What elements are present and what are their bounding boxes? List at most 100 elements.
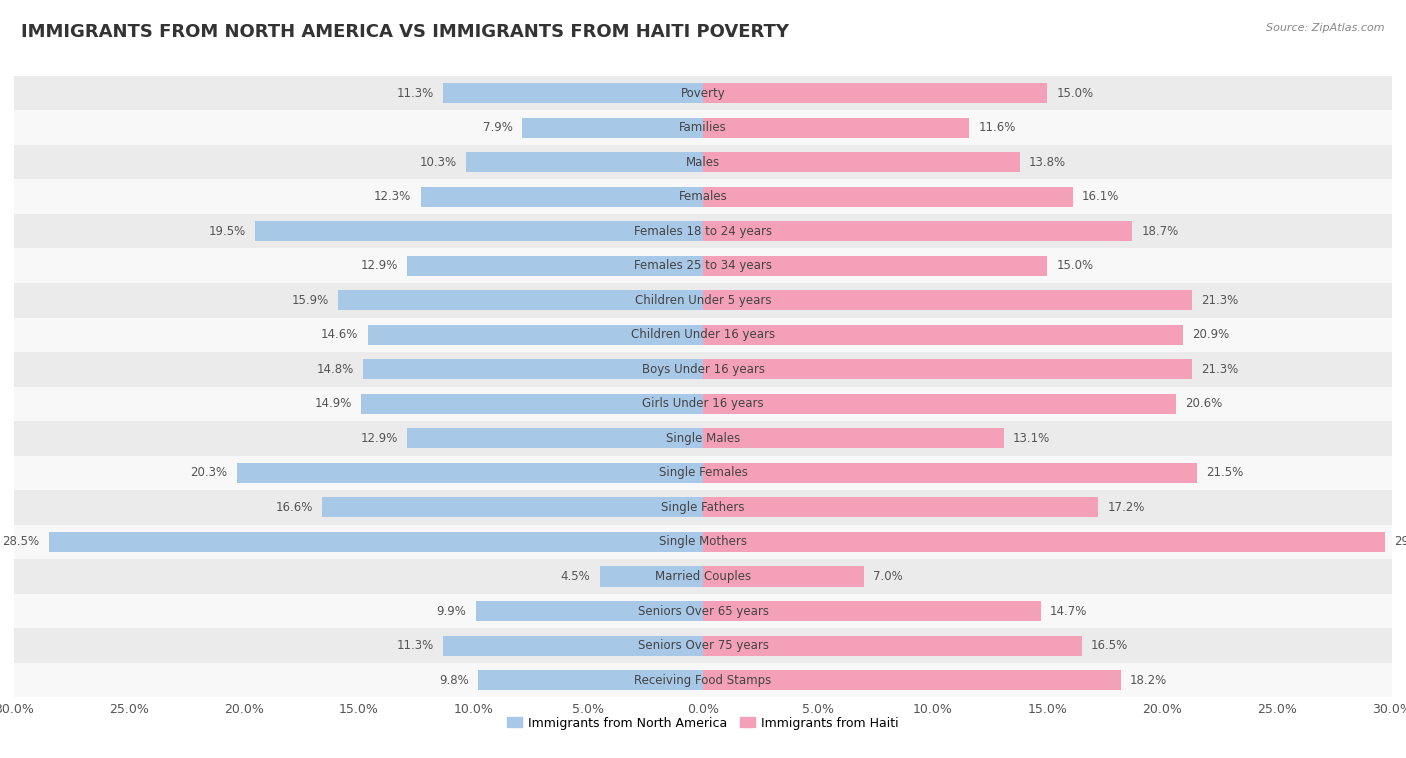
Text: Males: Males xyxy=(686,155,720,168)
Text: Seniors Over 65 years: Seniors Over 65 years xyxy=(637,605,769,618)
Text: 14.8%: 14.8% xyxy=(316,363,354,376)
Bar xyxy=(478,670,703,690)
Text: 18.7%: 18.7% xyxy=(1142,224,1178,238)
Bar xyxy=(14,180,1392,214)
Bar xyxy=(703,186,1073,207)
Bar xyxy=(467,152,703,172)
Bar xyxy=(703,152,1019,172)
Text: 11.3%: 11.3% xyxy=(396,86,434,99)
Text: Source: ZipAtlas.com: Source: ZipAtlas.com xyxy=(1267,23,1385,33)
Bar xyxy=(14,145,1392,180)
Text: Single Mothers: Single Mothers xyxy=(659,535,747,549)
Bar xyxy=(703,83,1047,103)
Text: 9.9%: 9.9% xyxy=(437,605,467,618)
Text: 13.8%: 13.8% xyxy=(1029,155,1066,168)
Text: 9.8%: 9.8% xyxy=(439,674,468,687)
Legend: Immigrants from North America, Immigrants from Haiti: Immigrants from North America, Immigrant… xyxy=(502,712,904,735)
Bar xyxy=(14,559,1392,594)
Text: 21.3%: 21.3% xyxy=(1201,363,1239,376)
Bar xyxy=(14,594,1392,628)
Text: 17.2%: 17.2% xyxy=(1107,501,1144,514)
Bar xyxy=(703,394,1175,414)
Bar xyxy=(703,324,1182,345)
Text: Poverty: Poverty xyxy=(681,86,725,99)
Text: 19.5%: 19.5% xyxy=(208,224,246,238)
Bar xyxy=(703,601,1040,621)
Text: Receiving Food Stamps: Receiving Food Stamps xyxy=(634,674,772,687)
Bar xyxy=(14,387,1392,421)
Bar xyxy=(14,628,1392,662)
Text: Females 25 to 34 years: Females 25 to 34 years xyxy=(634,259,772,272)
Text: 16.6%: 16.6% xyxy=(276,501,312,514)
Bar xyxy=(703,359,1192,379)
Text: 13.1%: 13.1% xyxy=(1012,432,1050,445)
Text: Females: Females xyxy=(679,190,727,203)
Bar xyxy=(322,497,703,518)
Bar xyxy=(406,428,703,449)
Text: 20.6%: 20.6% xyxy=(1185,397,1222,410)
Text: 11.6%: 11.6% xyxy=(979,121,1017,134)
Text: 15.9%: 15.9% xyxy=(291,294,329,307)
Bar xyxy=(14,283,1392,318)
Text: 12.9%: 12.9% xyxy=(360,259,398,272)
Bar xyxy=(406,255,703,276)
Bar xyxy=(14,525,1392,559)
Text: 7.0%: 7.0% xyxy=(873,570,903,583)
Bar xyxy=(703,255,1047,276)
Text: Girls Under 16 years: Girls Under 16 years xyxy=(643,397,763,410)
Text: IMMIGRANTS FROM NORTH AMERICA VS IMMIGRANTS FROM HAITI POVERTY: IMMIGRANTS FROM NORTH AMERICA VS IMMIGRA… xyxy=(21,23,789,41)
Bar xyxy=(703,290,1192,310)
Bar xyxy=(14,249,1392,283)
Bar xyxy=(703,463,1197,483)
Text: 14.9%: 14.9% xyxy=(315,397,352,410)
Text: 20.3%: 20.3% xyxy=(190,466,228,479)
Text: Married Couples: Married Couples xyxy=(655,570,751,583)
Bar xyxy=(703,566,863,587)
Bar xyxy=(14,76,1392,111)
Text: Seniors Over 75 years: Seniors Over 75 years xyxy=(637,639,769,652)
Bar xyxy=(703,221,1132,241)
Text: 15.0%: 15.0% xyxy=(1057,86,1094,99)
Bar xyxy=(443,635,703,656)
Text: 21.3%: 21.3% xyxy=(1201,294,1239,307)
Bar xyxy=(236,463,703,483)
Bar xyxy=(48,532,703,552)
Bar xyxy=(337,290,703,310)
Text: Boys Under 16 years: Boys Under 16 years xyxy=(641,363,765,376)
Text: 28.5%: 28.5% xyxy=(3,535,39,549)
Text: 14.6%: 14.6% xyxy=(321,328,359,341)
Text: 7.9%: 7.9% xyxy=(482,121,512,134)
Text: 21.5%: 21.5% xyxy=(1206,466,1243,479)
Bar xyxy=(475,601,703,621)
Text: Children Under 5 years: Children Under 5 years xyxy=(634,294,772,307)
Bar xyxy=(14,352,1392,387)
Bar xyxy=(522,117,703,138)
Bar xyxy=(14,456,1392,490)
Bar xyxy=(703,635,1083,656)
Bar xyxy=(363,359,703,379)
Bar xyxy=(368,324,703,345)
Text: Families: Families xyxy=(679,121,727,134)
Text: Single Fathers: Single Fathers xyxy=(661,501,745,514)
Bar xyxy=(703,670,1121,690)
Text: 10.3%: 10.3% xyxy=(420,155,457,168)
Text: Females 18 to 24 years: Females 18 to 24 years xyxy=(634,224,772,238)
Bar xyxy=(599,566,703,587)
Bar xyxy=(420,186,703,207)
Text: 18.2%: 18.2% xyxy=(1130,674,1167,687)
Text: 14.7%: 14.7% xyxy=(1050,605,1087,618)
Text: 16.5%: 16.5% xyxy=(1091,639,1129,652)
Text: Single Females: Single Females xyxy=(658,466,748,479)
Text: 29.7%: 29.7% xyxy=(1395,535,1406,549)
Bar xyxy=(703,497,1098,518)
Text: 4.5%: 4.5% xyxy=(561,570,591,583)
Bar xyxy=(14,490,1392,525)
Bar xyxy=(14,214,1392,249)
Bar xyxy=(14,318,1392,352)
Bar xyxy=(703,428,1004,449)
Text: 20.9%: 20.9% xyxy=(1192,328,1229,341)
Bar xyxy=(443,83,703,103)
Bar xyxy=(256,221,703,241)
Text: Single Males: Single Males xyxy=(666,432,740,445)
Bar xyxy=(14,662,1392,697)
